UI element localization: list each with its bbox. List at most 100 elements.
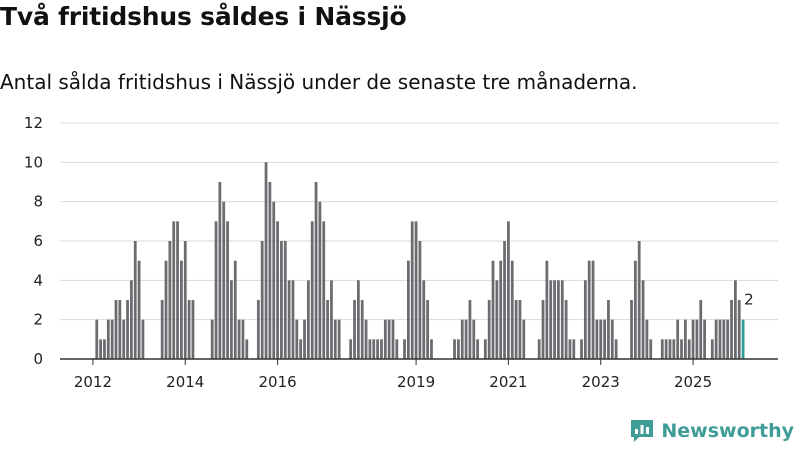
bar: [141, 319, 145, 359]
bar: [230, 280, 233, 359]
bar: [518, 300, 522, 359]
bar: [383, 319, 387, 359]
bar: [264, 162, 268, 359]
bar: [722, 319, 726, 359]
bars: [95, 162, 745, 359]
bar: [126, 300, 129, 359]
bar: [187, 300, 191, 359]
bar: [457, 339, 460, 359]
bar: [407, 260, 410, 359]
x-tick-label: 2023: [582, 373, 620, 391]
bar: [503, 241, 506, 359]
bar: [641, 280, 645, 359]
bar: [418, 241, 422, 359]
bar: [164, 260, 168, 359]
bar: [387, 319, 391, 359]
bar: [414, 221, 418, 359]
bar: [403, 339, 406, 359]
y-tick-label: 4: [33, 271, 43, 289]
bar: [476, 339, 480, 359]
bar: [583, 280, 587, 359]
bar: [607, 300, 610, 359]
bar: [664, 339, 668, 359]
bar: [460, 319, 464, 359]
bar: [595, 319, 599, 359]
bar: [110, 319, 114, 359]
bar: [553, 280, 556, 359]
bar: [510, 260, 514, 359]
bar: [514, 300, 518, 359]
bar: [730, 300, 733, 359]
bar: [557, 280, 560, 359]
bar: [637, 241, 641, 359]
y-tick-label: 8: [33, 193, 43, 211]
bar: [287, 280, 291, 359]
bar: [137, 260, 141, 359]
x-tick-label: 2019: [397, 373, 435, 391]
chart-title: Två fritidshus såldes i Nässjö: [0, 2, 407, 31]
bar: [726, 319, 730, 359]
newsworthy-brand[interactable]: Newsworthy: [629, 418, 794, 444]
y-tick-label: 2: [33, 311, 43, 329]
bar: [633, 260, 637, 359]
bar: [226, 221, 229, 359]
bar: [233, 260, 237, 359]
bar: [349, 339, 353, 359]
bar: [603, 319, 606, 359]
bar: [268, 182, 272, 359]
y-tick-label: 0: [33, 350, 43, 368]
bar: [734, 280, 737, 359]
bar: [176, 221, 179, 359]
newsworthy-logo-icon: [631, 420, 654, 442]
bar: [610, 319, 614, 359]
bar: [453, 339, 456, 359]
bar: [545, 260, 549, 359]
bar: [714, 319, 718, 359]
bar: [737, 300, 741, 359]
bar: [683, 319, 687, 359]
bar: [630, 300, 633, 359]
bar: [276, 221, 279, 359]
bar: [395, 339, 399, 359]
bar: [210, 319, 214, 359]
bar: [360, 300, 364, 359]
y-tick-label: 12: [24, 114, 43, 132]
bar: [376, 339, 379, 359]
bar: [330, 280, 333, 359]
bar: [318, 201, 322, 359]
bar: [191, 300, 195, 359]
bar: [353, 300, 356, 359]
y-axis-tick-labels: 0 2 4 6 8 10 12: [24, 114, 43, 368]
bar: [495, 280, 499, 359]
bar: [118, 300, 122, 359]
bar: [380, 339, 383, 359]
bar: [260, 241, 264, 359]
bar: [468, 300, 472, 359]
bar: [364, 319, 368, 359]
bar: [687, 339, 691, 359]
bar: [218, 182, 222, 359]
bar: [314, 182, 318, 359]
bar: [587, 260, 591, 359]
bar: [422, 280, 426, 359]
brand-name: Newsworthy: [661, 420, 794, 442]
bar: [214, 221, 218, 359]
bar: [160, 300, 164, 359]
bar: [410, 221, 414, 359]
y-tick-label: 6: [33, 232, 43, 250]
x-tick-label: 2025: [674, 373, 712, 391]
bar: [356, 280, 360, 359]
bar: [106, 319, 110, 359]
bar: [245, 339, 249, 359]
bar: [668, 339, 672, 359]
bar: [337, 319, 341, 359]
bar: [649, 339, 653, 359]
bar: [130, 280, 133, 359]
bar: [237, 319, 241, 359]
bar: [703, 319, 706, 359]
chart-subtitle: Antal sålda fritidshus i Nässjö under de…: [0, 70, 638, 94]
bar: [614, 339, 618, 359]
bar: [180, 260, 183, 359]
bar: [122, 319, 126, 359]
bar: [426, 300, 429, 359]
